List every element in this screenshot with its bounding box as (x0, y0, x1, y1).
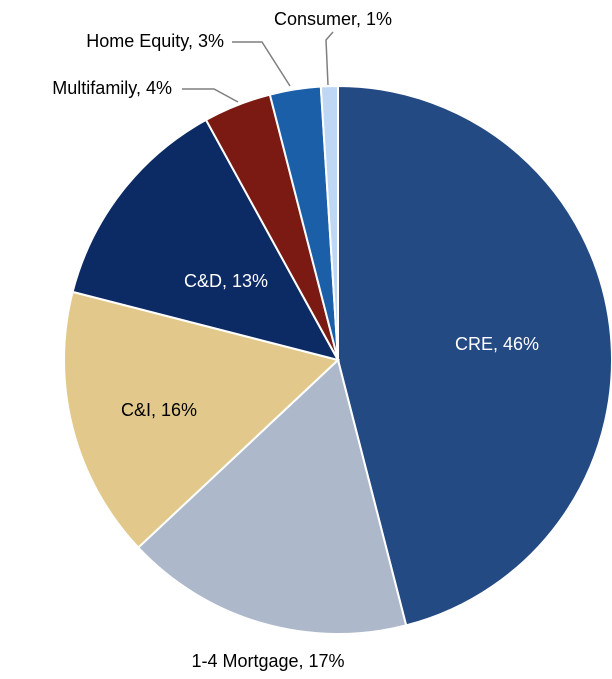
slice-label: Multifamily, 4% (52, 78, 172, 98)
leader-line (182, 88, 239, 103)
slice-label: Home Equity, 3% (86, 31, 224, 51)
slice-label: C&I, 16% (121, 400, 197, 420)
slice-label: C&D, 13% (184, 271, 268, 291)
leader-line (232, 41, 291, 87)
slice-label: CRE, 46% (455, 334, 539, 354)
pie-slice (337, 84, 612, 627)
leader-line (325, 31, 334, 86)
pie-slice (63, 290, 341, 549)
pie-slice (71, 118, 340, 362)
slice-label: Consumer, 1% (274, 9, 392, 29)
slice-label: 1-4 Mortgage, 17% (191, 651, 344, 671)
pie-slice (319, 84, 339, 361)
pie-slice (136, 358, 408, 635)
